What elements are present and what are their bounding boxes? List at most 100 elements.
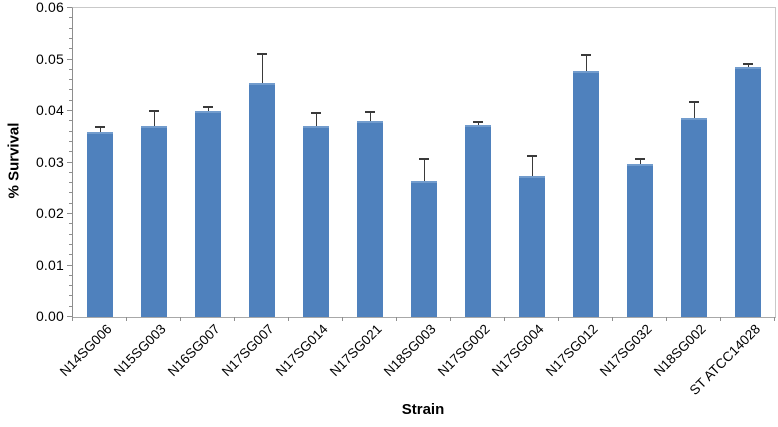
bar [411, 181, 437, 317]
y-major-tick [67, 7, 72, 8]
error-bar-line [316, 113, 317, 127]
error-bar-line [100, 127, 101, 132]
error-bar-line [694, 102, 695, 118]
y-major-tick [67, 161, 72, 163]
y-minor-tick [69, 233, 72, 235]
y-minor-tick [69, 130, 72, 132]
y-minor-tick [69, 120, 72, 122]
error-bar-cap [581, 54, 591, 57]
x-boundary-tick [720, 317, 721, 321]
y-minor-tick [69, 295, 72, 297]
bar [735, 66, 761, 317]
bar [465, 125, 491, 317]
x-boundary-tick [234, 317, 235, 321]
bar [87, 131, 113, 317]
x-tick-label: N17SG007 [219, 321, 277, 380]
bar [627, 163, 653, 317]
y-minor-tick [69, 223, 72, 225]
bar-top-highlight [141, 126, 167, 129]
x-tick-label: N17SG002 [435, 321, 493, 380]
y-minor-tick [69, 182, 72, 184]
error-bar-cap [689, 101, 699, 104]
error-bar-cap [419, 157, 429, 160]
x-boundary-tick [666, 317, 667, 321]
error-bar-line [640, 159, 641, 164]
y-minor-tick [69, 27, 72, 29]
bar [195, 111, 221, 317]
y-tick-label: 0.00 [35, 308, 64, 324]
y-major-tick [67, 264, 72, 266]
bar-top-highlight [357, 121, 383, 124]
error-bar-cap [635, 158, 645, 161]
y-major-tick [67, 58, 72, 60]
error-bar-cap [203, 105, 213, 108]
y-minor-tick [69, 202, 72, 204]
bar [573, 70, 599, 317]
x-boundary-tick [774, 317, 775, 321]
x-axis-title: Strain [401, 401, 445, 418]
error-bar-line [262, 54, 263, 83]
bar [303, 126, 329, 317]
bar-top-highlight [573, 70, 599, 73]
bar-top-highlight [87, 131, 113, 134]
plot-area [72, 7, 776, 318]
y-minor-tick [69, 99, 72, 101]
y-tick-label: 0.06 [35, 0, 64, 15]
y-minor-tick [69, 243, 72, 245]
x-tick-label: N17SG012 [543, 321, 601, 380]
x-boundary-tick [558, 317, 559, 321]
bar-top-highlight [195, 111, 221, 113]
y-tick-label: 0.03 [35, 153, 64, 170]
y-major-tick [67, 316, 72, 317]
bar-top-highlight [303, 126, 329, 129]
error-bar-cap [311, 112, 321, 115]
y-tick-label: 0.01 [35, 256, 64, 273]
x-boundary-tick [288, 317, 289, 321]
bar-top-highlight [411, 181, 437, 184]
bar [681, 117, 707, 317]
x-boundary-tick [342, 317, 343, 321]
x-tick-label: N16SG007 [165, 321, 223, 380]
y-tick-label: 0.02 [35, 205, 64, 221]
x-boundary-tick [504, 317, 505, 321]
x-boundary-tick [180, 317, 181, 321]
x-boundary-tick [612, 317, 613, 321]
error-bar-cap [257, 53, 267, 56]
x-tick-label: N18SG003 [381, 321, 439, 380]
bar-top-highlight [681, 117, 707, 120]
x-tick-label: N17SG021 [327, 321, 385, 380]
error-bar-cap [527, 155, 537, 158]
x-boundary-tick [72, 317, 73, 321]
x-tick-label: N17SG014 [273, 321, 331, 380]
y-minor-tick [69, 37, 72, 39]
x-boundary-tick [450, 317, 451, 321]
y-minor-tick [69, 17, 72, 19]
bar-top-highlight [735, 66, 761, 69]
error-bar-cap [95, 126, 105, 129]
error-bar-line [208, 106, 209, 111]
y-major-tick [67, 213, 72, 214]
bar-top-highlight [465, 125, 491, 128]
bar-top-highlight [519, 175, 545, 178]
y-minor-tick [69, 48, 72, 50]
error-bar-line [370, 111, 371, 122]
y-tick-label: 0.04 [35, 102, 64, 118]
y-minor-tick [69, 151, 72, 153]
bar-top-highlight [627, 163, 653, 166]
x-tick-label: N17SG032 [597, 321, 655, 380]
x-tick-label: N17SG004 [489, 321, 547, 380]
y-minor-tick [69, 68, 72, 70]
y-minor-tick [69, 274, 72, 276]
bar [141, 126, 167, 317]
y-minor-tick [69, 140, 72, 142]
error-bar-line [154, 111, 155, 127]
y-minor-tick [69, 254, 72, 256]
y-minor-tick [69, 79, 72, 81]
y-minor-tick [69, 192, 72, 194]
bar [249, 82, 275, 317]
error-bar-line [586, 55, 587, 71]
y-tick-label: 0.05 [35, 50, 64, 67]
bar-top-highlight [249, 82, 275, 85]
error-bar-cap [743, 62, 753, 65]
x-boundary-tick [126, 317, 127, 321]
